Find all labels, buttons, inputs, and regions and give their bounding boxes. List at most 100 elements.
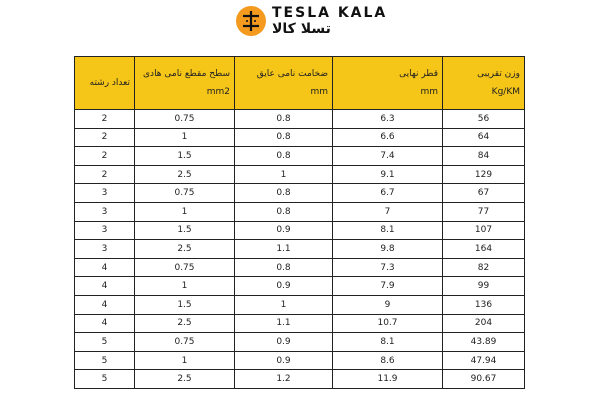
tesla-kala-logo-icon [236,6,266,36]
cell-insulation-thickness: 0.8 [234,109,333,129]
table-row: 3 2.5 1.1 9.8 164 [74,239,525,259]
cell-insulation-thickness: 0.9 [234,220,333,241]
cell-insulation-thickness: 1.1 [234,239,333,259]
cell-conductor-section: 1.5 [134,294,235,315]
cell-insulation-thickness: 0.8 [234,201,333,222]
cell-insulation-thickness: 1 [234,164,333,185]
cell-conductor-section: 2.5 [134,369,235,389]
cell-approx-weight: 164 [442,239,525,259]
cell-approx-weight: 56 [442,109,525,129]
cell-insulation-thickness: 0.8 [234,257,333,278]
cell-strand-count: 5 [74,332,135,352]
brand-logo: TESLA KALA تسلا کالا [236,6,387,36]
cell-strand-count: 3 [74,183,135,203]
cell-conductor-section: 0.75 [134,183,235,203]
cell-strand-count: 3 [74,220,135,241]
cable-spec-table: تعداد رشته سطح مقطع نامی هادی mm2 ضخامت … [74,56,525,389]
table-row: 2 0.75 0.8 6.3 56 [74,109,525,129]
cell-final-diameter: 9.8 [332,239,443,259]
cell-conductor-section: 1 [134,276,235,296]
cell-conductor-section: 2.5 [134,239,235,259]
cell-conductor-section: 0.75 [134,109,235,129]
cell-approx-weight: 99 [442,276,525,296]
cell-approx-weight: 90.67 [442,369,525,389]
cell-approx-weight: 84 [442,146,525,166]
header-conductor-section: سطح مقطع نامی هادی mm2 [134,56,235,110]
cell-final-diameter: 7.3 [332,257,443,278]
cell-final-diameter: 9.1 [332,164,443,185]
cell-final-diameter: 7 [332,201,443,222]
table-row: 3 1.5 0.9 8.1 107 [74,220,525,241]
cell-approx-weight: 64 [442,127,525,148]
cell-strand-count: 2 [74,146,135,166]
cell-strand-count: 4 [74,294,135,315]
cell-conductor-section: 1 [134,201,235,222]
cell-insulation-thickness: 0.9 [234,350,333,371]
cell-strand-count: 4 [74,313,135,334]
cell-approx-weight: 47.94 [442,350,525,371]
cell-approx-weight: 77 [442,201,525,222]
cell-insulation-thickness: 0.9 [234,276,333,296]
cell-conductor-section: 1.5 [134,146,235,166]
cell-approx-weight: 67 [442,183,525,203]
header-approx-weight: وزن تقریبی Kg/KM [442,56,525,110]
table-row: 3 1 0.8 7 77 [74,201,525,222]
cell-conductor-section: 1 [134,350,235,371]
cell-approx-weight: 129 [442,164,525,185]
cell-final-diameter: 11.9 [332,369,443,389]
table-row: 2 1 0.8 6.6 64 [74,127,525,148]
cell-approx-weight: 43.89 [442,332,525,352]
cell-insulation-thickness: 0.8 [234,127,333,148]
cell-conductor-section: 1 [134,127,235,148]
cell-insulation-thickness: 1.1 [234,313,333,334]
cell-strand-count: 3 [74,201,135,222]
cell-conductor-section: 1.5 [134,220,235,241]
cell-insulation-thickness: 0.9 [234,332,333,352]
table-row: 3 0.75 0.8 6.7 67 [74,183,525,203]
cell-final-diameter: 8.1 [332,220,443,241]
cell-strand-count: 5 [74,350,135,371]
cell-conductor-section: 0.75 [134,257,235,278]
cell-strand-count: 2 [74,109,135,129]
table-row: 2 2.5 1 9.1 129 [74,164,525,185]
table-row: 5 0.75 0.9 8.1 43.89 [74,332,525,352]
cell-approx-weight: 82 [442,257,525,278]
header-final-diameter: قطر نهایی mm [332,56,443,110]
cell-insulation-thickness: 0.8 [234,146,333,166]
table-row: 4 1 0.9 7.9 99 [74,276,525,296]
cell-conductor-section: 2.5 [134,313,235,334]
table-row: 2 1.5 0.8 7.4 84 [74,146,525,166]
table-row: 4 0.75 0.8 7.3 82 [74,257,525,278]
table-row: 5 2.5 1.2 11.9 90.67 [74,369,525,389]
cell-strand-count: 3 [74,239,135,259]
cell-approx-weight: 136 [442,294,525,315]
cell-strand-count: 2 [74,127,135,148]
cell-final-diameter: 6.6 [332,127,443,148]
table-row: 4 1.5 1 9 136 [74,294,525,315]
cell-final-diameter: 8.6 [332,350,443,371]
table-row: 5 1 0.9 8.6 47.94 [74,350,525,371]
cell-final-diameter: 7.9 [332,276,443,296]
cell-strand-count: 5 [74,369,135,389]
cell-conductor-section: 0.75 [134,332,235,352]
cell-strand-count: 4 [74,276,135,296]
cell-strand-count: 4 [74,257,135,278]
table-row: 4 2.5 1.1 10.7 204 [74,313,525,334]
cell-approx-weight: 204 [442,313,525,334]
cell-insulation-thickness: 0.8 [234,183,333,203]
cell-final-diameter: 9 [332,294,443,315]
brand-name-en: TESLA KALA [272,5,388,21]
table-header-row: تعداد رشته سطح مقطع نامی هادی mm2 ضخامت … [74,56,525,110]
header-insulation-thickness: ضخامت نامی عایق mm [234,56,333,110]
cell-approx-weight: 107 [442,220,525,241]
brand-name-fa: تسلا کالا [272,21,331,37]
header-strand-count: تعداد رشته [74,56,135,110]
cell-final-diameter: 7.4 [332,146,443,166]
cell-insulation-thickness: 1 [234,294,333,315]
cell-strand-count: 2 [74,164,135,185]
cell-final-diameter: 6.7 [332,183,443,203]
cell-final-diameter: 6.3 [332,109,443,129]
cell-conductor-section: 2.5 [134,164,235,185]
cell-final-diameter: 8.1 [332,332,443,352]
cell-final-diameter: 10.7 [332,313,443,334]
